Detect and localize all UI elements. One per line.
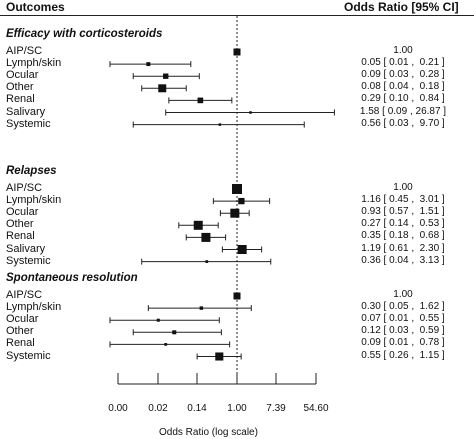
row-odds-ratio-text: 0.56 [ 0.03 , 9.70 ] <box>361 117 445 129</box>
row-odds-ratio-text: 0.29 [ 0.10 , 0.84 ] <box>361 93 445 105</box>
odds-ratio-marker <box>218 123 222 126</box>
odds-ratio-marker <box>201 232 211 242</box>
row-odds-ratio-text: 1.00 <box>393 45 413 56</box>
odds-ratio-marker <box>146 62 151 67</box>
row-label: Ocular <box>6 206 39 219</box>
section-title: Relapses <box>6 165 57 177</box>
row-label: Other <box>6 325 34 338</box>
odds-ratio-marker <box>249 111 252 114</box>
odds-ratio-column-header: Odds Ratio [95% CI] <box>344 0 459 14</box>
odds-ratio-marker <box>156 318 160 322</box>
row-label: Other <box>6 81 34 94</box>
row-label: Salivary <box>6 105 46 118</box>
row-odds-ratio-text: 1.00 <box>393 182 413 193</box>
row-odds-ratio-text: 0.12 [ 0.03 , 0.59 ] <box>361 325 445 337</box>
section-title: Spontaneous resolution <box>6 272 138 284</box>
row-label: Salivary <box>6 242 46 255</box>
odds-ratio-marker <box>205 260 209 263</box>
row-odds-ratio-text: 1.58 [ 0.09 , 26.87 ] <box>359 105 447 117</box>
x-tick-label: 0.14 <box>187 403 207 414</box>
row-label: Renal <box>6 230 35 243</box>
row-label: Other <box>6 218 34 231</box>
x-tick-label: 7.39 <box>266 403 286 414</box>
odds-ratio-marker <box>197 97 204 104</box>
row-odds-ratio-text: 1.19 [ 0.61 , 2.30 ] <box>361 242 445 254</box>
x-tick-label: 1.00 <box>227 403 247 414</box>
outcomes-column-header: Outcomes <box>6 0 65 14</box>
odds-ratio-marker <box>193 220 203 230</box>
section-title: Efficacy with corticosteroids <box>6 28 163 40</box>
odds-ratio-marker <box>230 208 240 218</box>
row-label: Lymph/skin <box>6 57 62 70</box>
x-axis-title: Odds Ratio (log scale) <box>159 427 258 438</box>
row-label: Ocular <box>6 313 39 326</box>
row-label: Renal <box>6 93 35 106</box>
row-label: AIP/SC <box>6 45 43 57</box>
row-odds-ratio-text: 1.16 [ 0.45 , 3.01 ] <box>361 194 445 206</box>
row-label: Ocular <box>6 69 39 82</box>
row-odds-ratio-text: 0.05 [ 0.01 , 0.21 ] <box>361 57 445 69</box>
odds-ratio-marker <box>158 84 167 93</box>
row-odds-ratio-text: 0.36 [ 0.04 , 3.13 ] <box>361 254 445 266</box>
row-label: Systemic <box>6 349 51 362</box>
row-label: Systemic <box>6 254 51 267</box>
odds-ratio-marker <box>199 306 204 310</box>
odds-ratio-marker <box>163 73 169 79</box>
reference-marker <box>233 292 241 300</box>
row-odds-ratio-text: 0.27 [ 0.14 , 0.53 ] <box>361 218 445 230</box>
row-odds-ratio-text: 0.93 [ 0.57 , 1.51 ] <box>361 206 445 218</box>
row-odds-ratio-text: 1.00 <box>393 289 413 300</box>
row-label: Renal <box>6 337 35 350</box>
row-label: Lymph/skin <box>6 194 62 207</box>
x-tick-label: 0.00 <box>108 403 128 414</box>
header-divider <box>0 15 474 16</box>
row-odds-ratio-text: 0.07 [ 0.01 , 0.55 ] <box>361 313 445 325</box>
row-odds-ratio-text: 0.09 [ 0.03 , 0.28 ] <box>361 69 445 81</box>
odds-ratio-marker <box>215 352 224 361</box>
forest-plot <box>109 16 335 385</box>
row-label: AIP/SC <box>6 289 43 301</box>
row-odds-ratio-text: 0.08 [ 0.04 , 0.18 ] <box>361 81 445 93</box>
reference-marker <box>232 184 242 194</box>
row-label: Systemic <box>6 117 51 130</box>
x-tick-label: 54.60 <box>303 403 329 414</box>
row-odds-ratio-text: 0.55 [ 0.26 , 1.15 ] <box>361 349 445 361</box>
row-label: Lymph/skin <box>6 301 62 314</box>
row-odds-ratio-text: 0.09 [ 0.01 , 0.78 ] <box>361 337 445 349</box>
row-odds-ratio-text: 0.30 [ 0.05 , 1.62 ] <box>361 301 445 313</box>
odds-ratio-marker <box>172 330 177 335</box>
odds-ratio-marker <box>238 197 245 205</box>
reference-marker <box>233 48 241 56</box>
row-odds-ratio-text: 0.35 [ 0.18 , 0.68 ] <box>361 230 445 242</box>
odds-ratio-marker <box>164 343 168 346</box>
row-label: AIP/SC <box>6 182 43 194</box>
x-tick-label: 0.02 <box>148 403 168 414</box>
odds-ratio-marker <box>237 245 247 254</box>
